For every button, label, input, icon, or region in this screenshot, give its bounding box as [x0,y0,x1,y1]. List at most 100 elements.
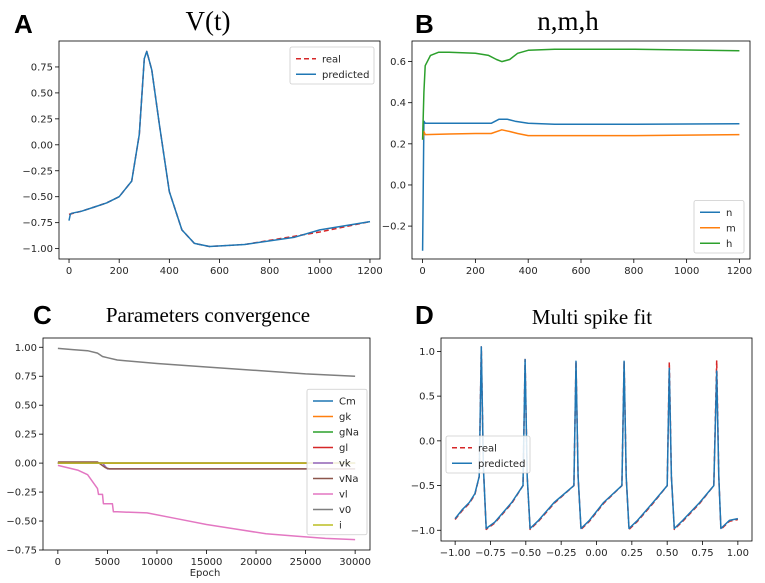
y-tick-label: −0.5 [411,481,435,492]
legend-label-real: real [478,443,497,454]
x-tick-label: 200 [466,266,485,277]
legend-label-real: real [322,54,341,65]
x-tick-label: 400 [519,266,538,277]
series-line-vna [57,461,356,470]
legend: real predicted [445,435,531,474]
x-tick-label: 1.00 [727,548,749,559]
panel-letter-c: C [33,300,52,330]
y-tick-label: −1.00 [22,244,53,255]
x-tick-label: 15000 [191,557,223,568]
legend-label-gk: gk [339,412,351,423]
y-tick-label: −0.75 [22,218,53,229]
panel-letter-d: D [415,300,434,330]
chart-c-title: Parameters convergence [106,303,310,327]
x-tick-label: −0.50 [510,548,541,559]
y-tick-label: 0.50 [15,401,37,412]
y-tick-label: 0.75 [31,62,53,73]
panel-letter-b: B [415,9,434,39]
x-tick-label: 1200 [357,266,382,277]
y-tick-label: 0.0 [390,180,406,191]
legend-label-v0: v0 [339,505,351,516]
y-tick-label: 0.00 [31,140,53,151]
y-tick-label: 0.0 [419,436,435,447]
legend-label-n: n [726,208,732,219]
legend-box [306,388,368,536]
x-tick-label: 400 [160,266,179,277]
legend: nmh [693,200,745,254]
x-tick-label: 800 [260,266,279,277]
series-line-n [421,118,740,251]
x-tick-label: 5000 [95,557,120,568]
series-line-predicted [454,346,739,530]
y-tick-label: 0.2 [390,139,406,150]
legend-label-i: i [339,521,342,532]
y-tick-label: 0.25 [15,430,37,441]
y-tick-label: 0.5 [419,392,435,403]
y-tick-label: 0.50 [31,88,53,99]
legend: Cm gk gNa gl vk vNa vl v0 i [306,388,368,536]
legend-label-gna: gNa [339,428,359,439]
chart-a-title: V(t) [186,6,231,36]
chart-c-xlabel: Epoch [190,568,221,579]
y-tick-label: −0.2 [382,222,406,233]
x-tick-label: −1.00 [440,548,471,559]
x-tick-label: 200 [110,266,129,277]
panel-letter-a: A [14,9,33,39]
y-tick-label: 0.25 [31,114,53,125]
series-line-v0 [57,347,356,377]
legend-label-m: m [726,223,736,234]
series-line-m [421,129,740,140]
series-line-predicted [68,50,371,248]
legend-label-predicted: predicted [478,459,525,470]
x-tick-label: 0.00 [585,548,607,559]
x-tick-label: 1000 [674,266,699,277]
x-tick-label: 10000 [141,557,173,568]
chart-d: −1.00 −0.75 −0.50 −0.25 0.00 0.25 0.50 0.75 1.00… [411,337,753,559]
y-tick-label: 0.4 [390,98,406,109]
x-tick-label: 600 [571,266,590,277]
legend-label-gl: gl [339,443,348,454]
x-tick-label: 0.25 [621,548,643,559]
y-tick-label: −1.0 [411,526,435,537]
y-tick-label: 1.00 [15,343,37,354]
x-tick-label: 30000 [339,557,371,568]
x-tick-label: 0 [55,557,61,568]
y-tick-label: −0.50 [22,192,53,203]
y-tick-label: −0.25 [6,488,37,499]
legend: real predicted [289,46,375,85]
legend-label-predicted: predicted [322,70,369,81]
x-tick-label: 600 [210,266,229,277]
series-line-h [421,48,740,140]
legend-label-vna: vNa [339,474,359,485]
chart-d-title: Multi spike fit [532,305,652,329]
y-tick-label: 0.75 [15,372,37,383]
x-tick-label: 800 [624,266,643,277]
y-tick-label: 0.00 [15,459,37,470]
series-line-vl [57,464,356,541]
x-tick-label: −0.25 [546,548,577,559]
y-tick-label: −0.25 [22,166,53,177]
y-tick-label: −0.50 [6,517,37,528]
legend-label-cm: Cm [339,397,356,408]
chart-b-title: n,m,h [537,6,599,36]
legend-label-vk: vk [339,459,351,470]
x-tick-label: 1000 [307,266,332,277]
x-tick-label: 0 [419,266,425,277]
x-tick-label: 20000 [240,557,272,568]
legend-box [693,200,745,254]
x-tick-label: 0.75 [691,548,713,559]
y-tick-label: 1.0 [419,347,435,358]
x-tick-label: 25000 [290,557,322,568]
chart-c: 0 5000 10000 15000 20000 25000 30000 −0.75 −0.50… [6,337,371,568]
x-tick-label: −0.75 [475,548,506,559]
chart-b: 0 200 400 600 800 1000 1200 −0.2 0.0 0.2 0.4 0.6 nmh [382,40,752,277]
x-tick-label: 0.50 [656,548,678,559]
legend-label-h: h [726,239,732,250]
chart-a: 0 200 400 600 800 1000 1200 −1.00 −0.75 −0.50 −0.2… [22,40,383,277]
x-tick-label: 1200 [727,266,752,277]
x-tick-label: 0 [66,266,72,277]
y-tick-label: −0.75 [6,546,37,557]
y-tick-label: 0.6 [390,57,406,68]
legend-label-vl: vl [339,490,348,501]
